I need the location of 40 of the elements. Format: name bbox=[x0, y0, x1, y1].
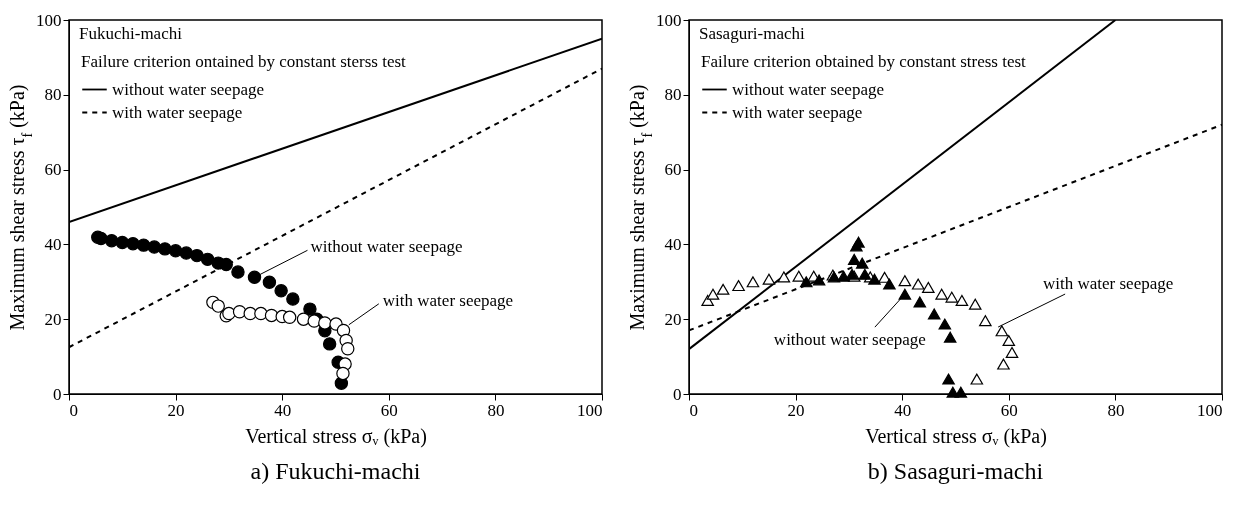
y-tick-label: 80 bbox=[664, 85, 682, 105]
legend-label: without water seepage bbox=[732, 79, 884, 99]
y-tick-label: 100 bbox=[36, 10, 62, 30]
annotation: without water seepage bbox=[310, 237, 463, 257]
annotation: Sasaguri-machi bbox=[699, 24, 806, 43]
legend-label: with water seepage bbox=[112, 102, 243, 122]
legend-title: Failure criterion ontained by constant sterss test bbox=[81, 52, 407, 71]
y-tick-label: 40 bbox=[664, 234, 682, 254]
x-tick-label: 0 bbox=[689, 400, 698, 420]
annotation: without water seepage bbox=[773, 330, 926, 350]
y-tick-label: 0 bbox=[53, 384, 62, 404]
x-tick-label: 100 bbox=[1197, 400, 1223, 420]
y-tick-label: 20 bbox=[664, 309, 682, 329]
x-tick-label: 60 bbox=[380, 400, 398, 420]
text: a) Fukuchi-machi bbox=[250, 458, 421, 484]
y-tick-label: 80 bbox=[44, 85, 62, 105]
x-axis-title: Vertical stress σᵥ (kPa) bbox=[865, 424, 1047, 448]
legend-label: with water seepage bbox=[732, 102, 863, 122]
text: b) Sasaguri-machi bbox=[867, 458, 1044, 484]
y-tick-label: 60 bbox=[664, 160, 682, 180]
x-axis-title: Vertical stress σᵥ (kPa) bbox=[245, 424, 427, 448]
y-tick-label: 100 bbox=[656, 10, 682, 30]
x-tick-label: 80 bbox=[487, 400, 505, 420]
y-tick-label: 40 bbox=[44, 234, 62, 254]
x-tick-label: 0 bbox=[69, 400, 78, 420]
x-tick-label: 40 bbox=[274, 400, 292, 420]
y-tick-label: 0 bbox=[673, 384, 682, 404]
annotation: Fukuchi-machi bbox=[79, 24, 183, 43]
legend-title: Failure criterion obtained by constant stress test bbox=[701, 52, 1027, 71]
x-tick-label: 60 bbox=[1000, 400, 1018, 420]
annotation: with water seepage bbox=[1043, 274, 1174, 294]
annotation: with water seepage bbox=[382, 290, 514, 310]
y-tick-label: 20 bbox=[44, 309, 62, 329]
x-tick-label: 20 bbox=[167, 400, 185, 420]
legend-label: without water seepage bbox=[112, 79, 264, 99]
x-tick-label: 20 bbox=[787, 400, 805, 420]
x-tick-label: 40 bbox=[894, 400, 912, 420]
x-tick-label: 80 bbox=[1107, 400, 1125, 420]
y-tick-label: 60 bbox=[44, 160, 62, 180]
x-tick-label: 100 bbox=[577, 400, 603, 420]
